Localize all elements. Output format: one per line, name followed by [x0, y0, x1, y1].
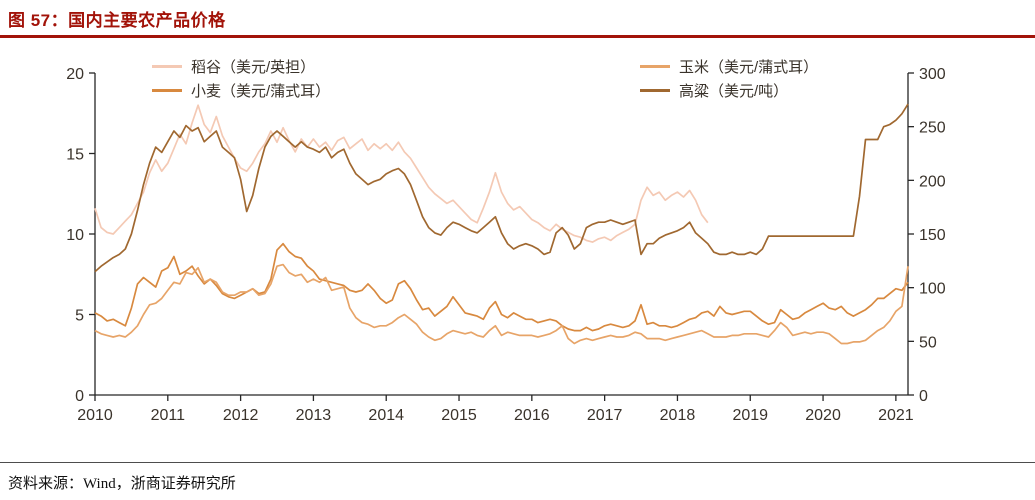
title-rule: [0, 35, 1035, 38]
price-chart: 0 5 10 15 20 0 50 100 150 200 250 300 2010 2011 2012 20…: [0, 38, 1035, 462]
x-tick-label: 2014: [368, 407, 404, 424]
series-line-1: [94, 242, 909, 332]
legend-label: 玉米（美元/蒲式耳）: [679, 58, 819, 76]
series-line-2: [94, 263, 909, 345]
series-line-0: [94, 104, 709, 243]
right-tick-label: 0: [919, 388, 928, 405]
right-tick-label: 200: [919, 173, 946, 190]
x-tick-label: 2018: [660, 407, 696, 424]
x-tick-label: 2012: [223, 407, 259, 424]
right-tick-label: 100: [919, 281, 946, 298]
left-tick-label: 0: [75, 388, 84, 405]
left-tick-label: 5: [75, 308, 84, 325]
x-tick-label: 2021: [878, 407, 914, 424]
legend-item-sorghum: 高粱（美元/吨）: [640, 78, 818, 102]
left-tick-label: 15: [66, 147, 84, 164]
legend-item-rice: 稻谷（美元/英担）: [152, 54, 640, 78]
right-tick-label: 250: [919, 120, 946, 137]
x-tick-label: 2011: [151, 407, 186, 424]
source-divider: [0, 462, 1035, 463]
legend-item-corn: 玉米（美元/蒲式耳）: [640, 54, 818, 78]
legend-label: 稻谷（美元/英担）: [191, 58, 316, 76]
right-tick-label: 150: [919, 227, 946, 244]
chart-legend: 稻谷（美元/英担） 小麦（美元/蒲式耳） 玉米（美元/蒲式耳） 高粱（美元/吨）: [152, 54, 818, 102]
legend-item-wheat: 小麦（美元/蒲式耳）: [152, 78, 640, 102]
sorghum-line-swatch-icon: [640, 88, 670, 92]
left-tick-label: 20: [66, 66, 84, 83]
x-tick-label: 2019: [732, 407, 768, 424]
x-tick-label: 2020: [805, 407, 841, 424]
x-tick-label: 2016: [514, 407, 550, 424]
source-note: 资料来源：Wind，浙商证券研究所: [8, 476, 236, 492]
legend-label: 小麦（美元/蒲式耳）: [191, 82, 331, 100]
x-tick-label: 2017: [587, 407, 623, 424]
right-tick-label: 300: [919, 66, 946, 83]
x-tick-label: 2013: [296, 407, 332, 424]
x-tick-label: 2015: [441, 407, 477, 424]
corn-line-swatch-icon: [640, 64, 670, 68]
left-tick-label: 10: [66, 227, 84, 244]
right-tick-label: 50: [919, 334, 937, 351]
x-tick-label: 2010: [77, 407, 113, 424]
rice-line-swatch-icon: [152, 64, 182, 68]
series-line-3: [94, 103, 909, 273]
figure-title: 图 57：国内主要农产品价格: [8, 11, 226, 30]
legend-label: 高粱（美元/吨）: [679, 82, 789, 100]
wheat-line-swatch-icon: [152, 88, 182, 92]
